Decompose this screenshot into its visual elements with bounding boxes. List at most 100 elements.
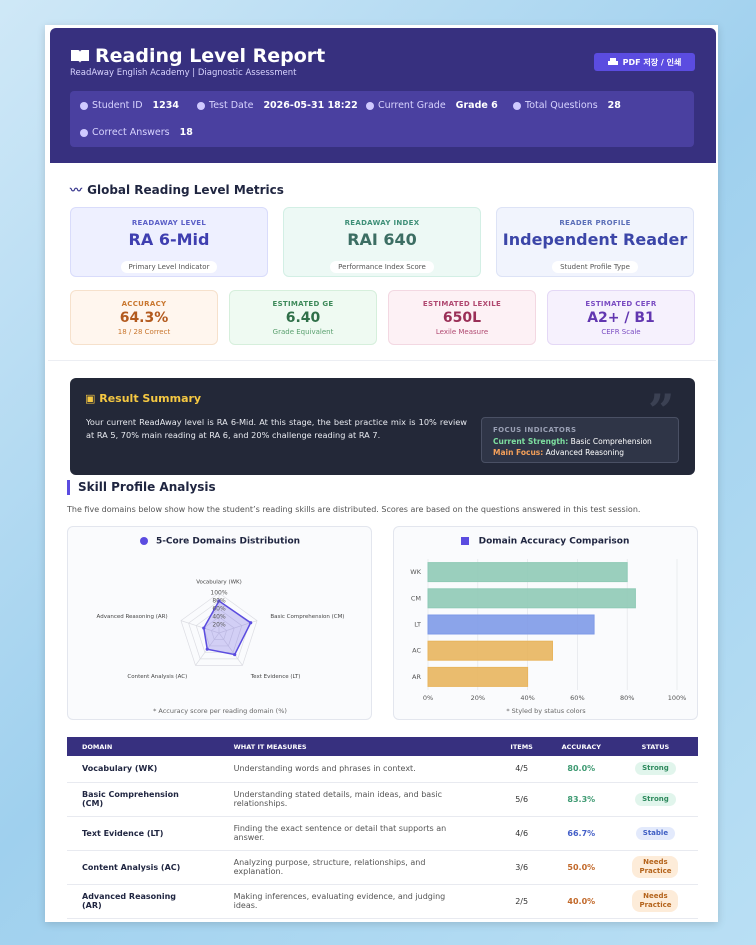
- summary-text: Your current ReadAway level is RA 6-Mid.…: [86, 417, 467, 440]
- bar: [427, 666, 529, 687]
- metric-label: READAWAY LEVEL: [131, 219, 207, 227]
- metric-note: Lexile Measure: [435, 328, 489, 336]
- radar-point: [205, 647, 209, 651]
- metric-note: CEFR Scale: [601, 328, 641, 336]
- metric-label: READAWAY INDEX: [344, 219, 420, 227]
- skills-title: Skill Profile Analysis: [78, 480, 216, 494]
- radar-card: 5-Core Domains Distribution Vocabulary (W…: [67, 526, 372, 720]
- table-cell: Making inferences, evaluating evidence, …: [218, 884, 494, 919]
- metrics-title-text: Global Reading Level Metrics: [87, 183, 284, 197]
- focus-value: Advanced Reasoning: [545, 448, 625, 457]
- report-subtitle: ReadAway English Academy | Diagnostic As…: [70, 68, 297, 78]
- radar-area: [203, 599, 252, 656]
- y-tick-label: AC: [412, 647, 421, 655]
- radar-category-label: Content Analysis (AC): [127, 674, 187, 680]
- status-badge: Strong: [635, 762, 676, 776]
- table-header-cell: ITEMS: [493, 737, 550, 756]
- info-icon: [80, 128, 88, 137]
- radar-tick-label: 60%: [212, 606, 226, 613]
- secondary-metric-card: ESTIMATED CEFR A2+ / B1 CEFR Scale: [547, 290, 695, 345]
- radar-category-label: Text Evidence (LT): [250, 674, 301, 680]
- metric-label: ESTIMATED CEFR: [585, 300, 657, 308]
- info-value: 2026-05-31 18:22: [263, 100, 358, 111]
- metric-note: Primary Level Indicator: [120, 261, 218, 273]
- print-button[interactable]: PDF 저장 / 인쇄: [594, 53, 695, 71]
- table-cell: Understanding words and phrases in conte…: [218, 756, 494, 783]
- table-cell: 4/6: [493, 816, 550, 851]
- metrics-title: 〰 Global Reading Level Metrics: [70, 183, 284, 197]
- bar: [427, 562, 628, 583]
- bar-chart: Domain Accuracy Comparison 0% 20% 40% 60% 80%…: [410, 537, 686, 716]
- measure-text: Understanding stated details, main ideas…: [233, 790, 442, 808]
- info-icon: [197, 101, 205, 110]
- radar-tick-label: 40%: [212, 614, 226, 621]
- student-info: [70, 91, 694, 147]
- table-header-cell: STATUS: [612, 737, 698, 756]
- table-header: DOMAIN WHAT IT MEASURES ITEMS ACCURACY STATU…: [67, 737, 698, 756]
- y-tick-label: WK: [410, 568, 421, 576]
- section-bar: [67, 480, 70, 495]
- primary-metric-card: READAWAY INDEX RAI 640 Performance Index S…: [283, 207, 481, 277]
- strength-label: Current Strength:: [493, 437, 569, 446]
- metric-label: ESTIMATED LEXILE: [422, 300, 502, 308]
- info-item: Test Date 2026-05-31 18:22: [197, 100, 358, 111]
- table-header-cell: DOMAIN: [67, 737, 219, 756]
- skills-description: The five domains below show how the stud…: [67, 505, 641, 514]
- radar-ring: [188, 600, 250, 660]
- info-label: Current Grade: [378, 100, 446, 111]
- table-cell: 3/6: [493, 850, 550, 885]
- radar-category-label: Vocabulary (WK): [196, 580, 242, 586]
- metric-label: ESTIMATED GE: [272, 300, 334, 308]
- table-cell: Basic Comprehension (CM): [67, 782, 219, 817]
- x-tick-label: 0%: [423, 694, 433, 702]
- radar-tick-label: 20%: [212, 622, 226, 629]
- info-item: Correct Answers 18: [80, 127, 193, 138]
- table-cell: 4/5: [493, 756, 550, 783]
- domain-table: DOMAIN WHAT IT MEASURES ITEMS ACCURACY STATU…: [67, 737, 698, 919]
- x-tick-label: 60%: [570, 694, 584, 702]
- metric-value: RA 6-Mid: [128, 230, 210, 249]
- table-row: Content Analysis (AC) Analyzing purpose, …: [67, 850, 698, 885]
- radar-ring: [210, 624, 228, 640]
- info-item: Student ID 1234: [80, 100, 179, 111]
- table-cell: Finding the exact sentence or detail tha…: [218, 816, 494, 851]
- metric-value: RAI 640: [347, 230, 417, 249]
- info-item: Total Questions 28: [513, 100, 621, 111]
- focus-title: FOCUS INDICATORS: [493, 426, 577, 434]
- accuracy-value: 40.0%: [567, 896, 596, 906]
- domain-name: Advanced Reasoning (AR): [82, 892, 177, 910]
- table-cell: 66.7%: [549, 816, 613, 851]
- table-cell: Stable: [612, 816, 698, 851]
- table-cell: 83.3%: [549, 782, 613, 817]
- table-cell: Text Evidence (LT): [67, 816, 219, 851]
- table-header-cell: WHAT IT MEASURES: [218, 737, 494, 756]
- table-cell: Analyzing purpose, structure, relationsh…: [218, 850, 494, 885]
- measure-text: Making inferences, evaluating evidence, …: [233, 892, 446, 910]
- primary-metric-card: READER PROFILE Independent Reader Student …: [496, 207, 694, 277]
- table-row: Basic Comprehension (CM) Understanding st…: [67, 782, 698, 817]
- radar-ring: [203, 616, 235, 647]
- report-title: Reading Level Report: [70, 45, 325, 67]
- metric-note: Performance Index Score: [330, 261, 434, 273]
- summary-title-text: Result Summary: [99, 392, 202, 405]
- x-tick-label: 80%: [620, 694, 634, 702]
- y-tick-label: AR: [412, 673, 421, 681]
- measure-text: Finding the exact sentence or detail tha…: [233, 824, 447, 842]
- table-cell: 40.0%: [549, 884, 613, 919]
- print-icon: [607, 57, 618, 65]
- info-icon: [366, 101, 374, 110]
- domain-name: Text Evidence (LT): [82, 828, 164, 838]
- info-value: 18: [179, 127, 193, 138]
- info-label: Correct Answers: [92, 127, 170, 138]
- items-value: 5/6: [515, 794, 529, 804]
- radar-category-label: Basic Comprehension (CM): [270, 614, 344, 620]
- focus-indicators: FOCUS INDICATORS Current Strength: Basic…: [481, 417, 679, 463]
- table-cell: 5/6: [493, 782, 550, 817]
- metric-note: Grade Equivalent: [272, 328, 334, 336]
- info-value: 1234: [152, 100, 179, 111]
- table-cell: Strong: [612, 756, 698, 783]
- info-icon: [513, 101, 521, 110]
- items-value: 2/5: [515, 896, 529, 906]
- radar-tick-label: 80%: [212, 598, 226, 605]
